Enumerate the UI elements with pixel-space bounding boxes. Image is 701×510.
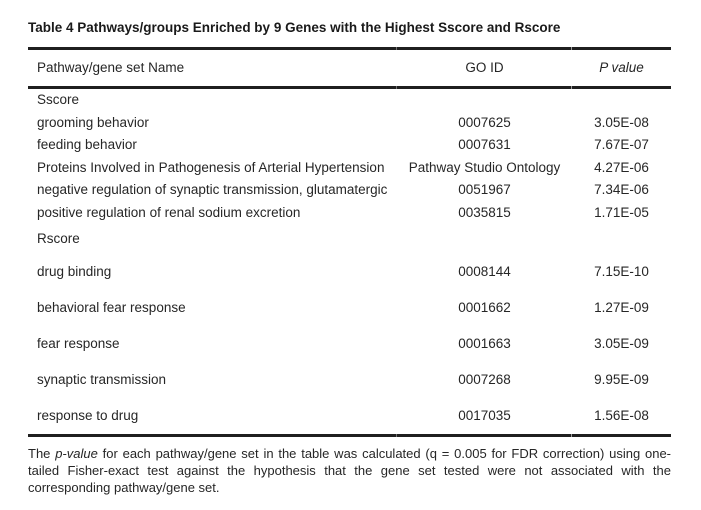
cell-go-id: 0007631 bbox=[458, 137, 511, 153]
section-label: Sscore bbox=[37, 92, 80, 108]
table-row: negative regulation of synaptic transmis… bbox=[28, 179, 671, 202]
table-row: response to drug 0017035 1.56E-08 bbox=[28, 398, 671, 434]
cell-p-value: 1.56E-08 bbox=[594, 408, 649, 423]
cell-p-value: 7.15E-10 bbox=[594, 264, 649, 279]
table-row: positive regulation of renal sodium excr… bbox=[28, 201, 671, 224]
column-header-pathway-name: Pathway/gene set Name bbox=[37, 60, 185, 75]
table-row: grooming behavior 0007625 3.05E-08 bbox=[28, 111, 671, 134]
table-row: synaptic transmission 0007268 9.95E-09 bbox=[28, 362, 671, 398]
cell-p-value: 1.27E-09 bbox=[594, 300, 649, 315]
table-title: Table 4 Pathways/groups Enriched by 9 Ge… bbox=[28, 20, 561, 35]
cell-p-value: 4.27E-06 bbox=[594, 159, 649, 175]
cell-pathway-name: negative regulation of synaptic transmis… bbox=[37, 182, 388, 198]
cell-p-value: 1.71E-05 bbox=[594, 204, 649, 220]
cell-p-value: 9.95E-09 bbox=[594, 372, 649, 387]
column-divider-notch bbox=[571, 46, 572, 50]
cell-go-id: 0035815 bbox=[458, 204, 511, 220]
footnote: The p-value for each pathway/gene set in… bbox=[28, 445, 671, 496]
column-header-go-id: GO ID bbox=[465, 60, 504, 75]
cell-pathway-name: synaptic transmission bbox=[37, 372, 167, 387]
table-header-row: Pathway/gene set Name GO ID P value bbox=[28, 50, 671, 86]
table-row: fear response 0001663 3.05E-09 bbox=[28, 326, 671, 362]
table-document: Table 4 Pathways/groups Enriched by 9 Ge… bbox=[28, 0, 671, 496]
column-divider-notch bbox=[571, 85, 572, 89]
cell-pathway-name: Proteins Involved in Pathogenesis of Art… bbox=[37, 159, 385, 175]
cell-go-id: 0001662 bbox=[458, 300, 511, 315]
table-rule-bottom bbox=[28, 433, 671, 437]
cell-go-id: Pathway Studio Ontology bbox=[408, 159, 561, 175]
table-rule-header bbox=[28, 85, 671, 89]
table-row: feeding behavior 0007631 7.67E-07 bbox=[28, 134, 671, 157]
cell-go-id: 0007625 bbox=[458, 114, 511, 130]
cell-pathway-name: grooming behavior bbox=[37, 114, 149, 130]
cell-p-value: 7.67E-07 bbox=[594, 137, 649, 153]
cell-pathway-name: drug binding bbox=[37, 264, 112, 279]
section-row-sscore: Sscore bbox=[28, 89, 671, 112]
column-divider-notch bbox=[396, 46, 397, 50]
cell-p-value: 3.05E-08 bbox=[594, 114, 649, 130]
table-rule-top bbox=[28, 46, 671, 50]
cell-p-value: 7.34E-06 bbox=[594, 182, 649, 198]
table-row: Proteins Involved in Pathogenesis of Art… bbox=[28, 156, 671, 179]
column-divider-notch bbox=[396, 433, 397, 437]
cell-pathway-name: behavioral fear response bbox=[37, 300, 186, 315]
table-row: behavioral fear response 0001662 1.27E-0… bbox=[28, 290, 671, 326]
cell-pathway-name: positive regulation of renal sodium excr… bbox=[37, 204, 301, 220]
column-divider-notch bbox=[571, 433, 572, 437]
cell-go-id: 0051967 bbox=[458, 182, 511, 198]
column-divider-notch bbox=[396, 85, 397, 89]
cell-go-id: 0017035 bbox=[458, 408, 511, 423]
cell-pathway-name: feeding behavior bbox=[37, 137, 137, 153]
footnote-text-part1: The bbox=[28, 445, 56, 461]
cell-pathway-name: response to drug bbox=[37, 408, 139, 423]
cell-pathway-name: fear response bbox=[37, 336, 120, 351]
table-row: drug binding 0008144 7.15E-10 bbox=[28, 254, 671, 290]
cell-go-id: 0001663 bbox=[458, 336, 511, 351]
footnote-p-value-italic: p-value bbox=[55, 445, 98, 461]
section-row-rscore: Rscore bbox=[28, 224, 671, 254]
footnote-text-part2: for each pathway/gene set in the table w… bbox=[28, 445, 672, 495]
column-header-p-value: P value bbox=[599, 60, 644, 75]
table-body: Sscore grooming behavior 0007625 3.05E-0… bbox=[28, 89, 671, 434]
cell-p-value: 3.05E-09 bbox=[594, 336, 649, 351]
section-label: Rscore bbox=[37, 231, 80, 246]
cell-go-id: 0007268 bbox=[458, 372, 511, 387]
cell-go-id: 0008144 bbox=[458, 264, 511, 279]
